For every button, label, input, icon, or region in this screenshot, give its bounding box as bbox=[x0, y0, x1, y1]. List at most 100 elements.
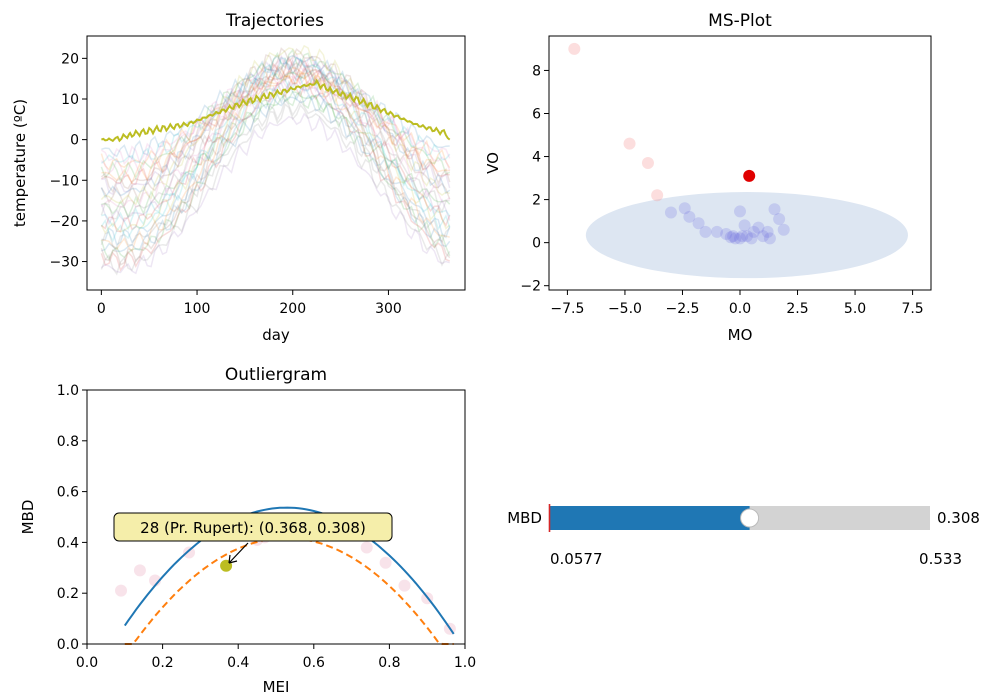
trajectory-line bbox=[101, 75, 451, 231]
y-tick-label: 1.0 bbox=[57, 383, 79, 399]
trajectories-xlabel: day bbox=[262, 326, 290, 344]
ms-outlier-point bbox=[641, 157, 654, 169]
trajectory-line bbox=[100, 68, 451, 164]
outliergram-title: Outliergram bbox=[225, 365, 327, 385]
slider-min: 0.0577 bbox=[550, 550, 603, 568]
x-tick-label: 5.0 bbox=[844, 301, 866, 317]
trajectory-line bbox=[100, 97, 451, 250]
ms-point bbox=[763, 232, 776, 245]
ms-point bbox=[710, 225, 723, 238]
ms-plot-title: MS-Plot bbox=[708, 11, 772, 31]
ms-outlier-point bbox=[651, 189, 664, 202]
ms-point bbox=[678, 202, 691, 215]
x-tick-label: 300 bbox=[375, 301, 402, 317]
y-tick-label: 8 bbox=[532, 63, 541, 79]
ms-point bbox=[752, 221, 765, 234]
trajectories-title: Trajectories bbox=[225, 11, 324, 31]
inlier-ellipse bbox=[585, 192, 908, 279]
outliergram-point bbox=[115, 584, 128, 597]
trajectory-line bbox=[100, 71, 451, 235]
ms-point bbox=[757, 230, 770, 243]
ms-point bbox=[773, 212, 786, 225]
ms-point bbox=[761, 225, 774, 238]
ms-plot-axes-frame bbox=[548, 35, 932, 291]
outliergram-point bbox=[133, 564, 146, 577]
outliergram-point bbox=[379, 556, 392, 569]
outliergram-point bbox=[360, 541, 373, 554]
x-tick-label: 2.5 bbox=[786, 301, 808, 317]
trajectory-line bbox=[100, 62, 451, 208]
ms-point bbox=[727, 230, 740, 243]
ms-point bbox=[747, 225, 760, 238]
trajectories-axes-frame bbox=[86, 35, 466, 291]
trajectory-line bbox=[100, 44, 450, 206]
ms-highlight-point bbox=[743, 169, 756, 182]
trajectory-line bbox=[100, 82, 451, 226]
ms-point bbox=[724, 231, 737, 244]
trajectory-line bbox=[100, 76, 450, 272]
slider-value: 0.308 bbox=[937, 509, 980, 527]
outliergram-axes-frame bbox=[86, 389, 466, 645]
y-tick-label: 6 bbox=[532, 106, 541, 122]
y-tick-label: −30 bbox=[49, 255, 79, 271]
x-tick-label: 0.4 bbox=[227, 655, 249, 671]
outliergram-ticks: 0.0 0.2 0.4 0.6 0.8 1.0 0.0 0.2 0.4 0.6 0.8 1.0 bbox=[57, 383, 476, 671]
trajectory-line bbox=[100, 47, 451, 193]
trajectory-line bbox=[100, 56, 451, 243]
y-tick-label: −20 bbox=[49, 214, 79, 230]
trajectory-line bbox=[101, 72, 450, 185]
x-tick-label: 7.5 bbox=[901, 301, 923, 317]
y-tick-label: 20 bbox=[61, 51, 79, 67]
outliergram-ylabel: MBD bbox=[19, 500, 37, 535]
trajectory-line bbox=[101, 57, 450, 160]
trajectory-line bbox=[100, 112, 450, 275]
x-tick-label: 0.2 bbox=[151, 655, 173, 671]
y-tick-label: 0.0 bbox=[57, 637, 79, 653]
ms-plot-xlabel: MO bbox=[728, 326, 753, 344]
ms-point bbox=[664, 206, 677, 219]
trajectory-line bbox=[100, 52, 451, 179]
trajectories-ticks: 0 100 200 300 −30 −20 −10 0 10 20 bbox=[49, 51, 401, 317]
trajectory-line bbox=[100, 72, 451, 166]
ms-plot-ylabel: VO bbox=[484, 152, 502, 174]
mbd-slider[interactable]: MBD 0.308 0.0577 0.533 bbox=[507, 504, 980, 568]
outliergram-point bbox=[183, 546, 196, 559]
ms-outlier-point bbox=[568, 42, 581, 55]
slider-max: 0.533 bbox=[919, 550, 962, 568]
trajectory-line bbox=[100, 59, 451, 266]
slider-handle[interactable] bbox=[740, 508, 760, 528]
x-tick-label: 0.0 bbox=[729, 301, 751, 317]
ms-point bbox=[738, 219, 751, 232]
trajectory-line bbox=[101, 90, 451, 219]
slider-fill bbox=[549, 506, 750, 530]
trajectory-line bbox=[100, 48, 451, 184]
trajectory-line bbox=[100, 55, 451, 233]
x-tick-label: 0.8 bbox=[378, 655, 400, 671]
annotation-box bbox=[113, 512, 393, 542]
y-tick-label: 2 bbox=[532, 193, 541, 209]
ms-plot-ticks: −7.5 −5.0 −2.5 0.0 2.5 5.0 7.5 −2 0 2 4 6 8 bbox=[520, 63, 923, 317]
highlighted-trajectory bbox=[101, 78, 451, 143]
ms-point bbox=[734, 205, 746, 218]
ms-outlier-point bbox=[623, 137, 636, 150]
y-tick-label: −2 bbox=[520, 279, 541, 295]
ms-point bbox=[720, 228, 733, 241]
y-tick-label: 10 bbox=[61, 92, 79, 108]
outliergram-point bbox=[398, 579, 411, 592]
ms-point bbox=[745, 232, 758, 245]
annotation-arrow bbox=[228, 542, 249, 564]
ms-point bbox=[729, 232, 742, 245]
trajectories-ylabel: temperature (ºC) bbox=[11, 99, 29, 227]
outliergram-annotation: 28 (Pr. Rupert): (0.368, 0.308) bbox=[113, 512, 393, 564]
trajectory-line bbox=[100, 72, 451, 208]
outliergram-xlabel: MEI bbox=[263, 678, 290, 695]
x-tick-label: −7.5 bbox=[550, 301, 584, 317]
annotation-text: 28 (Pr. Rupert): (0.368, 0.308) bbox=[140, 519, 366, 537]
trajectory-line bbox=[101, 54, 451, 196]
ms-point bbox=[734, 232, 746, 245]
x-tick-label: 200 bbox=[279, 301, 306, 317]
trajectories-series-group bbox=[100, 44, 451, 276]
ms-point bbox=[777, 223, 790, 236]
slider-label: MBD bbox=[507, 509, 542, 527]
